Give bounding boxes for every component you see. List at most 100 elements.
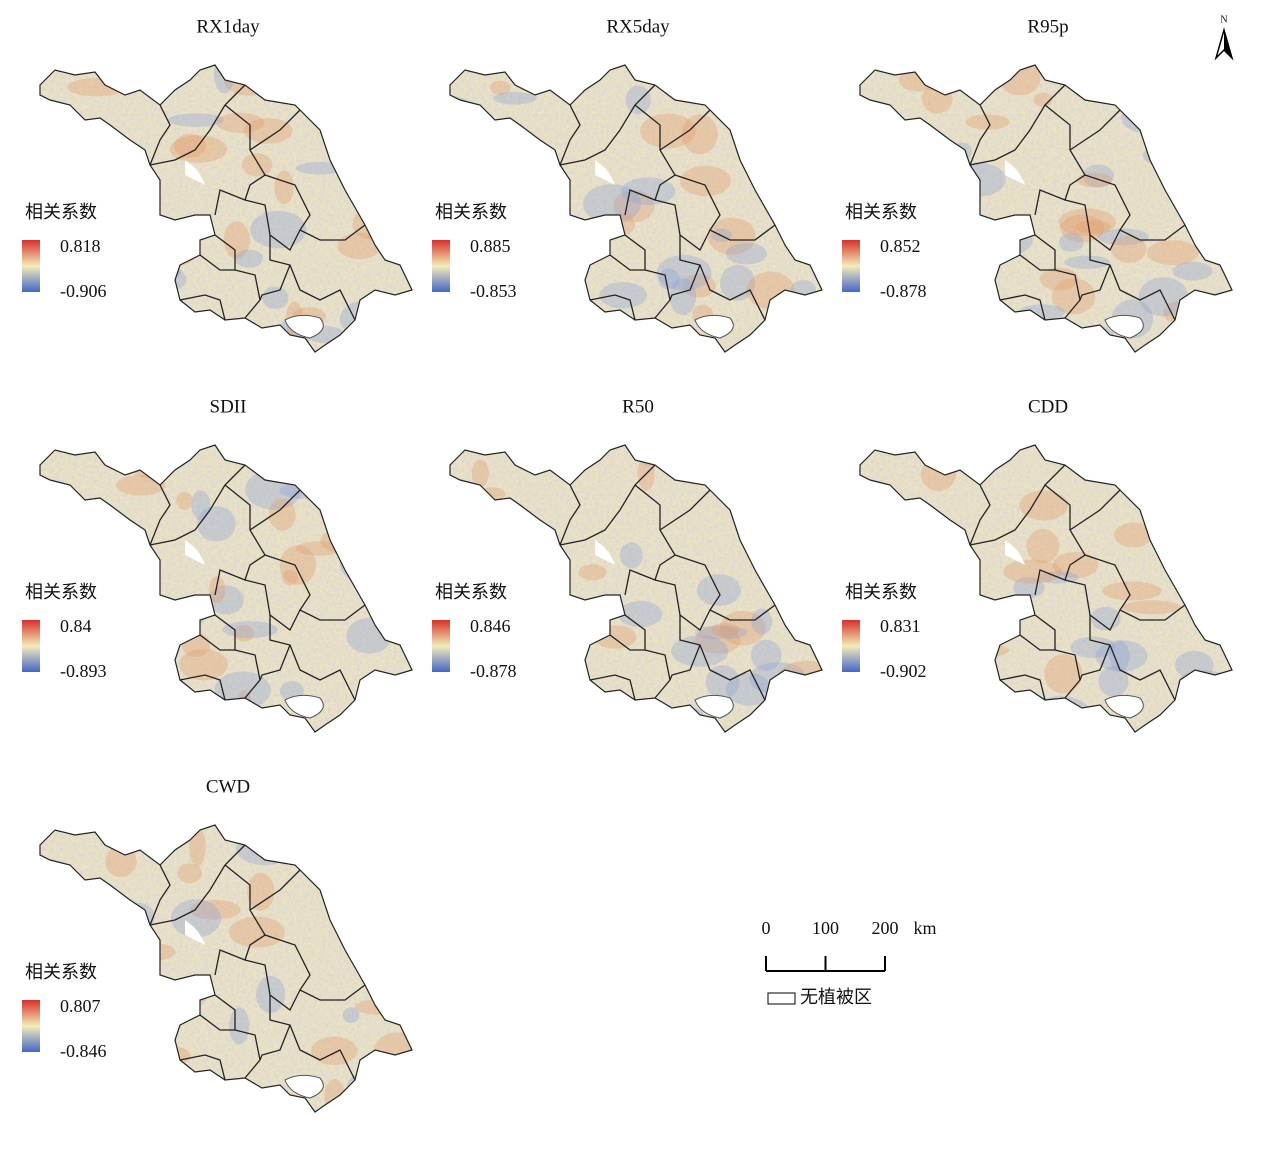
land <box>40 65 412 352</box>
texture-patch <box>516 616 537 637</box>
texture-patch <box>725 672 772 706</box>
texture-patch <box>213 65 235 94</box>
province-outline <box>859 444 1233 733</box>
texture-patch <box>658 268 680 290</box>
province-outline <box>39 824 413 1113</box>
colorbar <box>22 620 40 672</box>
city-border <box>969 104 991 166</box>
city-border <box>679 615 766 701</box>
texture-patch <box>55 510 90 544</box>
texture-patch <box>223 221 250 259</box>
texture-patch <box>176 491 193 510</box>
texture-patch <box>508 262 532 278</box>
legend-min: -0.902 <box>880 661 927 681</box>
city-border <box>1034 614 1081 699</box>
texture-patch <box>965 114 1010 130</box>
texture-patch <box>618 601 663 628</box>
city-border <box>659 489 711 531</box>
scale-bar <box>765 956 886 972</box>
city-border <box>1089 615 1176 701</box>
texture-patch <box>72 187 115 204</box>
city-border <box>214 484 266 596</box>
texture-patch <box>368 131 394 164</box>
city-border <box>199 634 235 651</box>
texture-patch <box>628 445 669 456</box>
city-border <box>214 864 266 976</box>
map-panel: CDD 相关系数 0.831 -0.902 <box>842 396 1233 733</box>
texture-patch <box>222 621 278 639</box>
texture-patch <box>1121 102 1174 134</box>
city-border <box>624 614 671 699</box>
map-panel: RX5day 相关系数 0.885 -0.853 <box>432 16 823 353</box>
no-vegetation-area <box>284 1074 324 1099</box>
texture-patch <box>725 242 767 265</box>
texture-patch <box>950 142 973 161</box>
city-border <box>609 254 645 271</box>
city-border <box>589 674 636 701</box>
texture-patch <box>128 65 156 76</box>
city-border <box>1089 235 1176 321</box>
province-outline <box>39 64 413 353</box>
city-border <box>969 464 1066 546</box>
city-border <box>249 489 301 531</box>
legend-max: 0.846 <box>470 616 511 636</box>
texture-patch <box>1033 92 1053 107</box>
texture-patch <box>235 249 264 268</box>
texture-patch <box>380 459 405 473</box>
texture-patch <box>382 325 412 349</box>
texture-patch <box>40 540 62 576</box>
texture-patch <box>229 916 285 948</box>
texture-patch <box>177 863 203 884</box>
city-border <box>1019 634 1055 651</box>
texture-patch <box>1044 654 1083 694</box>
texture-patch <box>74 550 93 571</box>
texture-patch <box>256 975 286 1013</box>
city-border <box>559 464 656 546</box>
texture-patch <box>293 445 346 468</box>
city-border <box>969 84 1066 166</box>
no-vegetation-area <box>185 920 205 945</box>
city-border <box>624 104 676 216</box>
city-border <box>559 84 656 166</box>
land <box>860 65 1232 352</box>
texture-patch <box>620 542 643 569</box>
texture-patch <box>765 304 812 344</box>
texture-patch <box>1075 220 1111 234</box>
legend-title: 相关系数 <box>25 582 97 603</box>
texture-patch <box>1110 445 1150 452</box>
texture-patch <box>346 1073 378 1104</box>
texture-patch <box>625 85 651 115</box>
texture-patch <box>524 73 543 88</box>
province-outline <box>449 444 823 733</box>
no-vegetation-area <box>1104 314 1144 339</box>
texture-patch <box>921 570 971 608</box>
texture-patch <box>342 1007 360 1024</box>
texture-patch <box>971 644 1010 657</box>
texture-patch <box>178 648 228 681</box>
texture-patch <box>172 600 207 628</box>
texture-patch <box>382 330 412 352</box>
scale-label: 0 <box>762 918 771 938</box>
legend-max: 0.818 <box>60 236 101 256</box>
city-border <box>1034 104 1086 216</box>
texture-patch <box>282 570 299 586</box>
no-vegetation-area <box>185 160 205 185</box>
texture-patch <box>451 146 507 179</box>
texture-patch <box>663 446 722 462</box>
no-vegetation-label: 无植被区 <box>800 987 872 1008</box>
texture-patch <box>1087 456 1124 472</box>
texture-patch <box>613 189 655 223</box>
texture-patch <box>755 471 792 494</box>
texture-patch <box>229 1007 250 1045</box>
texture-patch <box>250 210 307 249</box>
city-border <box>179 1054 226 1081</box>
texture-patch <box>471 459 489 488</box>
texture-patch <box>576 692 610 715</box>
city-border <box>269 615 356 701</box>
map-panel: R50 相关系数 0.846 -0.878 <box>432 396 823 733</box>
legend-max: 0.885 <box>470 236 511 256</box>
legend-min: -0.893 <box>60 661 107 681</box>
city-border <box>214 104 266 216</box>
legend-title: 相关系数 <box>25 962 97 983</box>
city-border <box>149 484 171 546</box>
